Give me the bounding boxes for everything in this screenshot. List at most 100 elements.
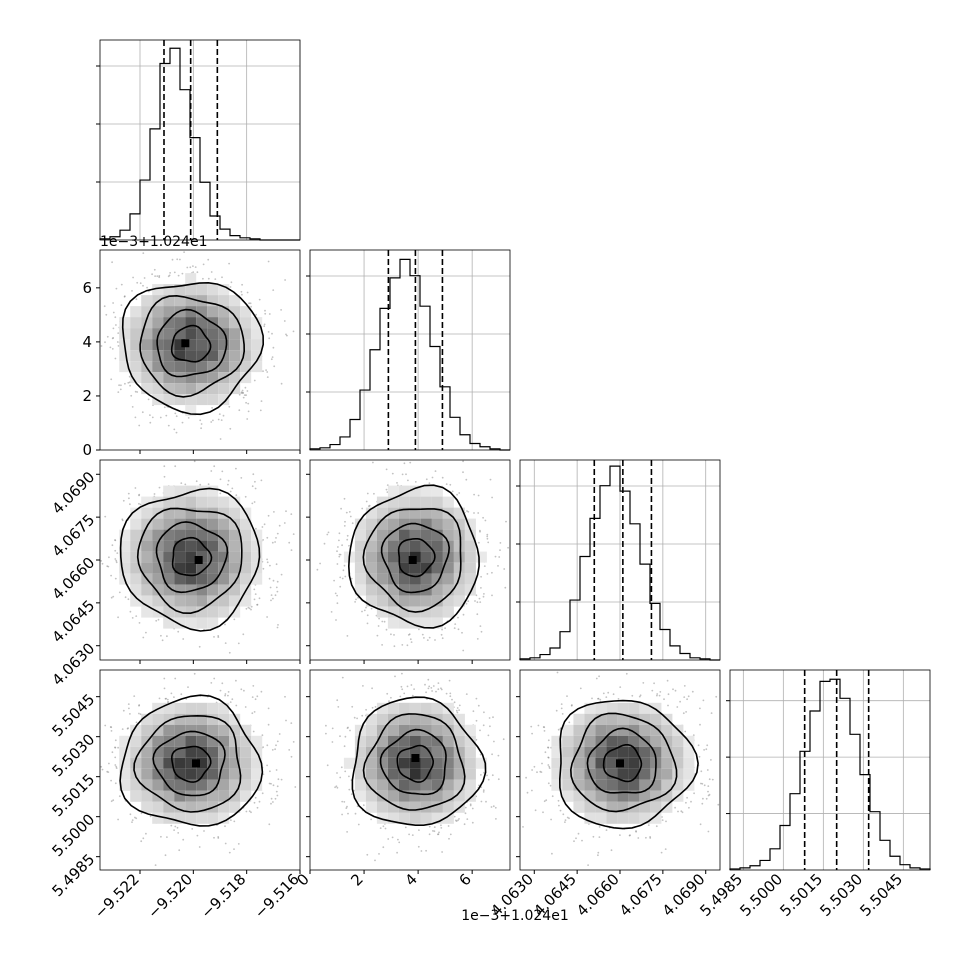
scatter-point bbox=[118, 384, 120, 387]
density-cell bbox=[141, 768, 153, 780]
density-cell bbox=[141, 529, 153, 541]
scatter-point bbox=[258, 298, 261, 301]
density-cell bbox=[130, 328, 142, 340]
density-cell bbox=[387, 485, 399, 497]
density-cell bbox=[464, 584, 476, 596]
scatter-point bbox=[110, 596, 113, 599]
scatter-point bbox=[479, 625, 482, 627]
density-cell bbox=[152, 562, 164, 574]
scatter-point bbox=[267, 723, 270, 726]
density-cell bbox=[431, 779, 443, 791]
density-cell bbox=[442, 595, 454, 607]
scatter-point bbox=[156, 275, 159, 277]
scatter-point bbox=[250, 605, 253, 608]
density-cell bbox=[185, 746, 197, 758]
scatter-point bbox=[149, 815, 152, 818]
scatter-point bbox=[196, 271, 199, 274]
density-cell bbox=[218, 713, 230, 725]
density-cell bbox=[152, 518, 164, 530]
scatter-point bbox=[286, 334, 288, 337]
scatter-point bbox=[285, 719, 287, 722]
scatter-point bbox=[266, 616, 268, 618]
scatter-point bbox=[198, 645, 201, 648]
density-cell bbox=[163, 372, 175, 384]
density-cell bbox=[218, 496, 230, 508]
scatter-point bbox=[710, 759, 712, 761]
density-cell bbox=[584, 779, 596, 791]
scatter-point bbox=[490, 806, 493, 808]
scatter-point bbox=[437, 833, 439, 836]
density-cell bbox=[185, 273, 197, 285]
density-cell bbox=[207, 529, 219, 541]
y-tick-label-2-3: 4.0675 bbox=[49, 511, 99, 561]
scatter-point bbox=[663, 698, 665, 701]
scatter-panel-3-2 bbox=[516, 669, 721, 874]
scatter-point bbox=[354, 601, 356, 603]
scatter-point bbox=[117, 332, 120, 334]
density-cell bbox=[240, 372, 252, 384]
density-cell bbox=[152, 812, 164, 824]
scatter-point bbox=[349, 515, 352, 518]
scatter-point bbox=[117, 746, 119, 749]
x-tick-label-3-4: 5.5045 bbox=[856, 870, 906, 920]
scatter-point bbox=[595, 677, 598, 680]
density-cell bbox=[185, 496, 197, 508]
density-cell bbox=[130, 361, 142, 373]
scatter-point bbox=[246, 390, 249, 392]
scatter-point bbox=[667, 693, 670, 696]
density-cell bbox=[185, 606, 197, 618]
scatter-point bbox=[344, 770, 347, 773]
scatter-point bbox=[559, 809, 562, 812]
density-cell bbox=[453, 746, 465, 758]
density-cell bbox=[464, 562, 476, 574]
density-cell bbox=[174, 350, 186, 362]
scatter-point bbox=[475, 738, 478, 741]
scatter-point bbox=[246, 418, 249, 420]
scatter-point bbox=[346, 805, 348, 808]
scatter-point bbox=[599, 698, 602, 701]
scatter-point bbox=[592, 835, 595, 838]
density-cell bbox=[420, 540, 432, 552]
scatter-point bbox=[251, 696, 254, 698]
scatter-point bbox=[134, 816, 136, 819]
density-cell bbox=[174, 339, 186, 351]
density-cell bbox=[453, 518, 465, 530]
scatter-point bbox=[124, 382, 126, 385]
scatter-point bbox=[368, 505, 370, 508]
scatter-point bbox=[260, 690, 263, 693]
scatter-point bbox=[224, 623, 226, 626]
density-cell bbox=[141, 317, 153, 329]
density-cell bbox=[152, 350, 164, 362]
density-cell bbox=[453, 735, 465, 747]
scatter-point bbox=[254, 796, 257, 799]
scatter-point bbox=[381, 644, 383, 646]
density-cell bbox=[196, 518, 208, 530]
density-cell bbox=[130, 573, 142, 585]
density-cell bbox=[551, 735, 563, 747]
scatter-point bbox=[273, 365, 276, 368]
scatter-point bbox=[133, 695, 136, 697]
scatter-point bbox=[346, 538, 349, 541]
density-cell bbox=[196, 768, 208, 780]
density-cell bbox=[431, 606, 443, 618]
scatter-point bbox=[135, 615, 138, 617]
scatter-point bbox=[196, 834, 199, 837]
density-cell bbox=[606, 768, 618, 780]
scatter-point bbox=[268, 782, 271, 785]
density-cell bbox=[661, 724, 673, 736]
y-tick-label-1-0: 0 bbox=[82, 441, 92, 459]
density-cell bbox=[218, 551, 230, 563]
scatter-point bbox=[284, 695, 286, 698]
scatter-point bbox=[160, 634, 162, 637]
density-cell bbox=[376, 529, 388, 541]
scatter-point bbox=[249, 302, 252, 305]
scatter-point bbox=[290, 549, 293, 551]
density-cell bbox=[174, 328, 186, 340]
density-cell bbox=[420, 768, 432, 780]
scatter-point bbox=[114, 316, 117, 319]
density-cell bbox=[196, 812, 208, 824]
density-cell bbox=[409, 617, 421, 629]
scatter-point bbox=[111, 348, 114, 350]
scatter-point bbox=[267, 707, 270, 710]
scatter-point bbox=[138, 502, 140, 505]
